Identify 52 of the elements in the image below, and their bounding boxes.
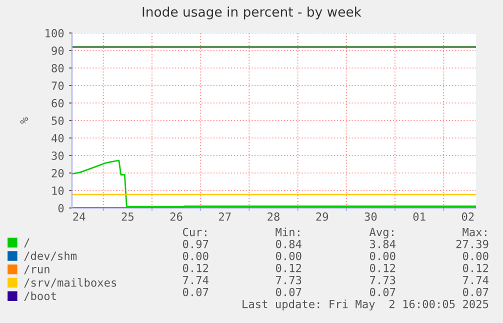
x-tick-label: 29 [316, 212, 328, 221]
legend-label: /dev/shm [24, 251, 77, 261]
x-tick-label: 24 [73, 212, 86, 221]
x-tick-label: 01 [413, 212, 426, 221]
y-tick-label: 30 [52, 152, 64, 160]
y-tick-label: 10 [52, 186, 64, 195]
text: 7.73 [276, 276, 302, 284]
x-tick-label: 27 [219, 212, 231, 221]
legend-label: /srv/mailboxes [24, 278, 116, 288]
text: 7.74 [182, 276, 208, 284]
text: 7.74 [462, 276, 488, 284]
y-tick-label: 0 [58, 204, 64, 212]
legend-label: /run [24, 265, 50, 274]
text: 0.12 [182, 264, 208, 272]
y-tick-label: 90 [52, 46, 64, 55]
y-tick-label: 20 [52, 169, 64, 178]
text: 0.84 [276, 240, 302, 248]
text: 7.73 [370, 276, 396, 284]
y-tick-label: 50 [52, 116, 64, 125]
text: 0.00 [462, 252, 488, 260]
text: 0.00 [182, 252, 208, 260]
text: 3.84 [370, 240, 396, 248]
text: 0.07 [276, 288, 302, 296]
text: 0.07 [462, 288, 488, 296]
text: 27.39 [456, 240, 488, 248]
x-tick-label: 02 [462, 212, 474, 221]
text: 0.00 [276, 252, 302, 260]
text: 0.97 [182, 240, 208, 248]
text: 0.12 [462, 264, 488, 272]
text: Cur: [182, 228, 206, 236]
legend-label: / [24, 238, 30, 248]
x-tick-label: 28 [268, 212, 280, 221]
y-tick-label: 70 [52, 82, 64, 90]
text: Last update: Fri May 2 16:00:05 2025 [242, 300, 488, 310]
text: Max: [462, 228, 486, 236]
x-tick-label: 30 [364, 212, 377, 221]
x-tick-label: 25 [122, 212, 134, 221]
text: Avg: [369, 228, 394, 238]
y-tick-label: 60 [52, 99, 64, 108]
legend-label: /boot [24, 292, 56, 302]
y-tick-label: 80 [52, 64, 64, 72]
y-axis-title: % [20, 117, 28, 124]
text: 0.00 [370, 252, 396, 260]
text: 0.12 [276, 264, 302, 272]
text: 0.12 [370, 264, 396, 272]
text: 0.07 [370, 288, 396, 296]
y-tick-label: 100 [46, 29, 64, 38]
text: Min: [276, 228, 300, 236]
y-tick-label: 40 [52, 134, 64, 142]
text: 0.07 [182, 288, 208, 296]
x-tick-label: 26 [170, 212, 182, 221]
chart-title: Inode usage in percent - by week [142, 6, 362, 20]
